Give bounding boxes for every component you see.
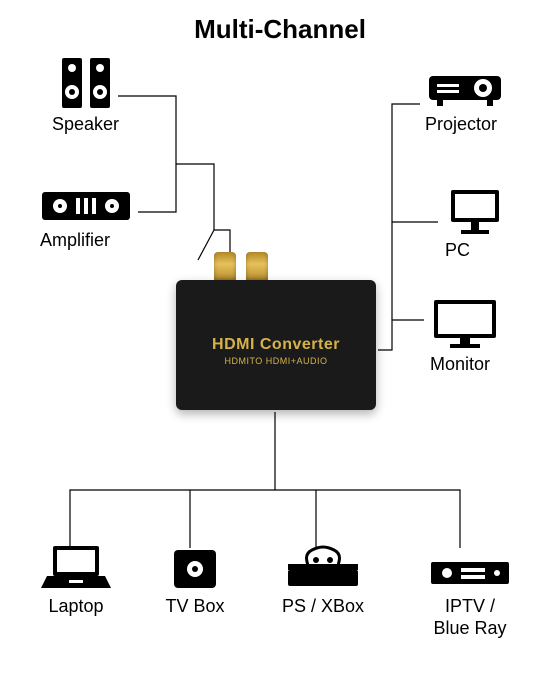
laptop-icon xyxy=(36,542,116,592)
monitor-label: Monitor xyxy=(430,354,500,375)
node-tvbox: TV Box xyxy=(160,542,230,617)
device-subtitle: HDMITO HDMI+AUDIO xyxy=(176,356,376,366)
device-title: HDMI Converter xyxy=(176,336,376,354)
laptop-label: Laptop xyxy=(36,596,116,617)
psxbox-label: PS / XBox xyxy=(278,596,368,617)
hdmi-converter-device: HDMI Converter HDMITO HDMI+AUDIO xyxy=(176,250,376,410)
speaker-icon xyxy=(52,56,119,110)
iptv-icon xyxy=(420,542,520,592)
monitor-icon xyxy=(430,296,500,350)
node-psxbox: PS / XBox xyxy=(278,542,368,617)
node-monitor: Monitor xyxy=(430,296,500,375)
console-icon xyxy=(278,542,368,592)
amplifier-label: Amplifier xyxy=(40,230,132,251)
projector-icon xyxy=(425,66,505,110)
node-speaker: Speaker xyxy=(52,56,119,135)
tvbox-label: TV Box xyxy=(160,596,230,617)
page-title: Multi-Channel xyxy=(0,14,560,45)
tvbox-icon xyxy=(160,542,230,592)
pc-label: PC xyxy=(445,240,505,261)
node-amplifier: Amplifier xyxy=(40,186,132,251)
node-pc: PC xyxy=(445,186,505,261)
node-laptop: Laptop xyxy=(36,542,116,617)
iptv-label: IPTV / Blue Ray xyxy=(420,596,520,639)
amplifier-icon xyxy=(40,186,132,226)
node-iptv: IPTV / Blue Ray xyxy=(420,542,520,639)
speaker-label: Speaker xyxy=(52,114,119,135)
device-body: HDMI Converter HDMITO HDMI+AUDIO xyxy=(176,280,376,410)
gold-connector-1-icon xyxy=(214,252,236,282)
node-projector: Projector xyxy=(425,66,505,135)
gold-connector-2-icon xyxy=(246,252,268,282)
projector-label: Projector xyxy=(425,114,505,135)
pc-icon xyxy=(445,186,505,236)
